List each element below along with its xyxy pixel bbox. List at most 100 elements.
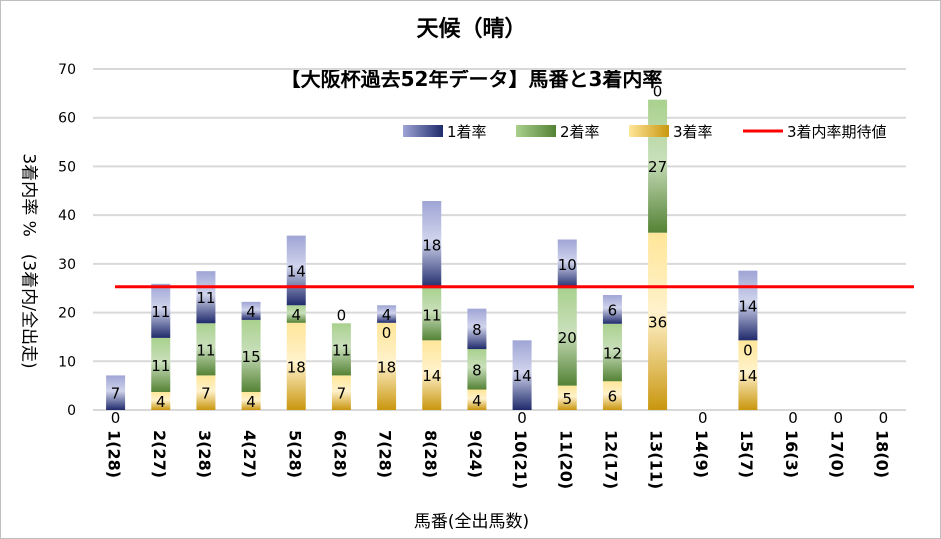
bar-segment — [557, 385, 577, 410]
x-tick-label: 17(0) — [827, 430, 846, 478]
data-label: 4 — [382, 306, 392, 324]
data-label: 15 — [242, 348, 261, 366]
data-label: 27 — [648, 158, 667, 176]
y-tick-label: 20 — [58, 306, 76, 322]
x-tick-label: 4(27) — [240, 430, 259, 478]
bar-segment — [151, 283, 171, 338]
x-tick-label: 12(17) — [601, 430, 620, 489]
data-label: 20 — [558, 329, 577, 347]
bar-segment — [241, 301, 261, 320]
data-label: 11 — [196, 289, 215, 307]
legend-label: 1着率 — [447, 123, 487, 141]
bar-segment — [286, 322, 306, 410]
data-label: 0 — [111, 409, 121, 427]
y-tick-label: 30 — [58, 257, 76, 273]
x-tick-label: 2(27) — [150, 430, 169, 478]
data-label: 4 — [291, 306, 301, 324]
bar-segment — [106, 375, 126, 410]
chart-title: 天候（晴） — [416, 17, 527, 42]
bar-segment — [196, 323, 216, 376]
x-tick-label: 5(28) — [285, 430, 304, 478]
x-tick-label: 18(0) — [872, 430, 891, 478]
bar-segment — [377, 305, 397, 323]
x-tick-label: 9(24) — [466, 430, 485, 478]
data-label: 36 — [648, 313, 667, 331]
bar-segment — [241, 391, 261, 410]
data-label: 18 — [287, 358, 306, 376]
data-label: 11 — [332, 341, 351, 359]
bar-segment — [422, 288, 442, 341]
data-label: 11 — [196, 341, 215, 359]
x-tick-label: 3(28) — [195, 430, 214, 478]
data-label: 14 — [738, 298, 757, 316]
x-axis-label: 馬番(全出馬数) — [413, 512, 530, 532]
data-label: 8 — [472, 361, 482, 379]
data-label: 4 — [246, 303, 256, 321]
bar-segment — [467, 349, 487, 390]
y-tick-label: 10 — [58, 354, 76, 370]
x-tick-label: 14(9) — [692, 430, 711, 478]
data-label: 4 — [156, 393, 166, 411]
legend-swatch — [516, 125, 556, 137]
y-tick-label: 40 — [58, 208, 76, 224]
x-tick-label: 16(3) — [782, 430, 801, 478]
bar-segment — [422, 340, 442, 410]
y-tick-label: 50 — [58, 159, 76, 175]
legend-label: 3着率 — [673, 123, 713, 141]
bar-segment — [467, 389, 487, 410]
bar-segment — [557, 239, 577, 289]
bar-segment — [602, 295, 622, 324]
data-label: 4 — [472, 392, 482, 410]
data-label: 0 — [833, 409, 843, 427]
legend-swatch — [629, 125, 669, 137]
data-label: 6 — [608, 388, 618, 406]
x-tick-label: 1(28) — [105, 430, 124, 478]
bar-segment — [648, 232, 668, 410]
data-label: 7 — [201, 385, 211, 403]
bar-segment — [422, 201, 442, 289]
x-tick-label: 15(7) — [737, 430, 756, 478]
data-label: 14 — [513, 367, 532, 385]
bar-segment — [331, 323, 351, 376]
bar-segment — [241, 319, 261, 392]
bar-segment — [602, 323, 622, 382]
y-tick-label: 60 — [58, 111, 76, 127]
legend-label: 3着内率期待値 — [787, 123, 887, 141]
chart-subtitle: 【大阪杯過去52年データ】馬番と3着内率 — [280, 67, 663, 91]
x-tick-label: 8(28) — [421, 430, 440, 478]
data-label: 11 — [422, 306, 441, 324]
x-tick-label: 10(21) — [511, 430, 530, 489]
y-tick-label: 0 — [67, 403, 76, 419]
data-label: 11 — [151, 303, 170, 321]
bar-segment — [151, 337, 171, 392]
y-tick-label: 70 — [58, 62, 76, 78]
x-tick-label: 11(20) — [556, 430, 575, 489]
data-label: 12 — [603, 345, 622, 363]
legend-swatch — [403, 125, 443, 137]
bar-segment — [467, 308, 487, 350]
data-label: 4 — [246, 393, 256, 411]
data-label: 0 — [653, 83, 663, 101]
bar-segment — [377, 322, 397, 410]
data-label: 0 — [337, 306, 347, 324]
data-label: 14 — [287, 262, 306, 280]
data-label: 0 — [788, 409, 798, 427]
x-tick-label: 13(11) — [647, 430, 666, 489]
data-label: 6 — [608, 301, 618, 319]
legend-label: 2着率 — [560, 123, 600, 141]
data-label: 7 — [337, 385, 347, 403]
data-label: 14 — [422, 367, 441, 385]
data-label: 5 — [562, 390, 572, 408]
data-label: 0 — [517, 409, 527, 427]
bar-segment — [738, 340, 758, 410]
bar-segment — [286, 305, 306, 323]
bar-segment — [557, 288, 577, 386]
bar-segment — [512, 340, 532, 410]
data-label: 14 — [738, 367, 757, 385]
x-tick-label: 6(28) — [330, 430, 349, 478]
data-label: 0 — [382, 324, 392, 342]
bar-segment — [196, 271, 216, 324]
data-label: 8 — [472, 321, 482, 339]
